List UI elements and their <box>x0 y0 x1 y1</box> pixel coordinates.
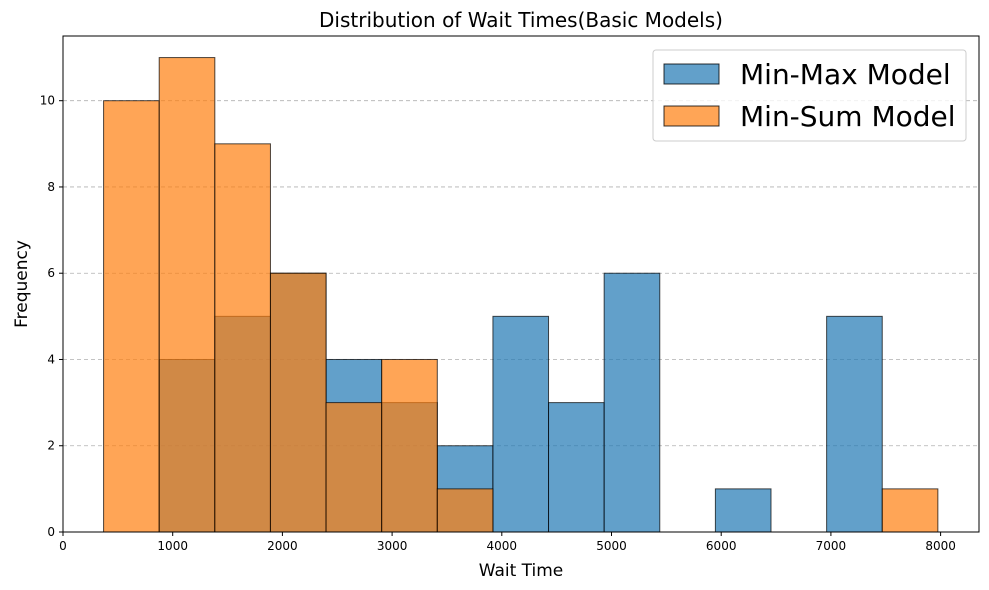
bar-min-sum-model <box>325 402 383 533</box>
chart-title: Distribution of Wait Times(Basic Models) <box>319 8 723 32</box>
bar-min-max-model <box>548 402 605 533</box>
legend: Min-Max Model Min-Sum Model <box>652 49 967 142</box>
y-tick-label: 8 <box>47 180 55 194</box>
bar-min-sum-model <box>381 358 438 533</box>
bar-min-max-model <box>492 315 550 533</box>
y-axis-ticks: 0 2 4 6 8 10 <box>40 94 63 539</box>
y-tick-label: 4 <box>47 352 55 366</box>
bar-min-max-model <box>714 488 772 533</box>
y-tick-label: 2 <box>47 439 55 453</box>
y-tick-label: 10 <box>40 94 55 108</box>
legend-box <box>652 49 967 142</box>
x-axis-ticks: 0 1000 2000 3000 4000 5000 6000 7000 8000 <box>59 532 956 553</box>
y-tick-label: 6 <box>47 266 55 280</box>
x-tick-label: 3000 <box>377 539 408 553</box>
bar-min-sum-model <box>881 488 939 533</box>
plot-frame <box>62 35 980 533</box>
x-tick-label: 1000 <box>157 539 188 553</box>
y-axis-label: Frequency <box>12 240 32 328</box>
y-tick-label: 0 <box>47 525 55 539</box>
legend-label-min-max: Min-Max Model <box>740 58 951 91</box>
x-tick-label: 6000 <box>706 539 737 553</box>
bar-min-sum-model <box>103 100 160 533</box>
bar-min-max-model <box>826 315 883 533</box>
bar-min-max-model <box>603 272 661 533</box>
legend-label-min-sum: Min-Sum Model <box>740 100 956 133</box>
bar-min-sum-model <box>436 488 494 533</box>
x-tick-label: 8000 <box>925 539 956 553</box>
bar-min-sum-model <box>158 57 216 533</box>
bar-min-sum-model <box>269 272 327 533</box>
legend-swatch-min-max <box>663 63 720 85</box>
x-tick-label: 0 <box>59 539 67 553</box>
x-axis-label: Wait Time <box>479 561 564 581</box>
x-tick-label: 7000 <box>816 539 847 553</box>
x-tick-label: 2000 <box>267 539 298 553</box>
x-tick-label: 5000 <box>596 539 627 553</box>
bars <box>103 57 939 533</box>
x-tick-label: 4000 <box>487 539 518 553</box>
bar-min-sum-model <box>214 143 271 533</box>
legend-swatch-min-sum <box>663 105 720 127</box>
